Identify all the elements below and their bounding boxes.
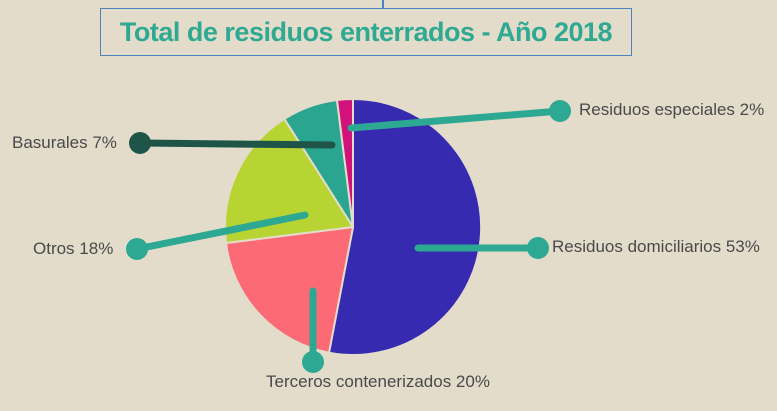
callout-dot-especiales <box>549 100 571 122</box>
label-residuos-domiciliarios: Residuos domiciliarios 53% <box>552 237 760 256</box>
chart-title-box: Total de residuos enterrados - Año 2018 <box>100 8 632 56</box>
label-basurales: Basurales 7% <box>12 133 117 152</box>
label-residuos-especiales: Residuos especiales 2% <box>579 100 765 119</box>
label-otros: Otros 18% <box>33 239 114 258</box>
callout-dot-basurales <box>129 132 151 154</box>
callout-dot-otros <box>126 238 148 260</box>
callout-line-basurales <box>136 139 336 149</box>
callout-line-especiales <box>347 107 564 132</box>
title-connector-tick <box>382 0 384 9</box>
callout-line-otros <box>133 211 309 253</box>
pie-slice-residuos-especiales <box>336 97 354 228</box>
callout-dot-terceros <box>302 351 324 373</box>
pie-slice-residuos-domiciliarios <box>328 98 483 356</box>
callout-dot-domiciliarios <box>527 237 549 259</box>
chart-title: Total de residuos enterrados - Año 2018 <box>119 16 613 47</box>
label-terceros-contenerizados: Terceros contenerizados 20% <box>266 372 490 391</box>
